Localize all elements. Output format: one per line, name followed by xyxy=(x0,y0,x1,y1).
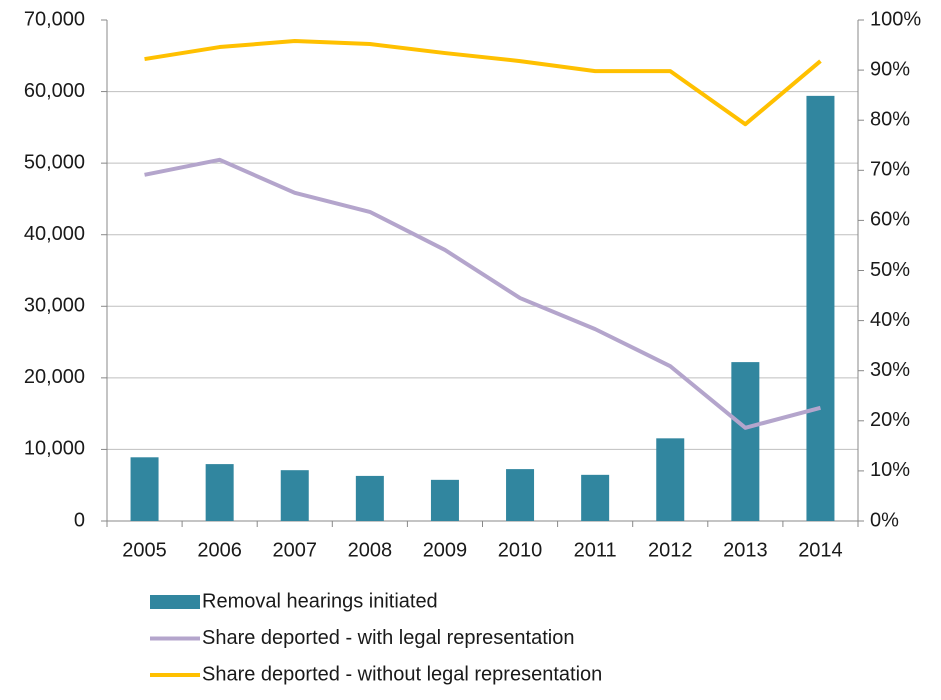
x-tick-label: 2011 xyxy=(574,539,617,561)
y-tick-label: 70,000 xyxy=(24,8,85,30)
line xyxy=(144,157,821,430)
x-tick-label: 2014 xyxy=(798,539,843,561)
legend-swatch xyxy=(150,595,200,609)
y2-tick-label: 40% xyxy=(870,309,910,331)
legend-label: Share deported - without legal represent… xyxy=(202,663,602,685)
bar xyxy=(506,469,535,521)
x-tick-label: 2010 xyxy=(498,539,543,561)
y2-tick-label: 30% xyxy=(870,359,910,381)
y2-tick-label: 0% xyxy=(870,509,899,531)
y-tick-label: 50,000 xyxy=(24,151,85,173)
x-tick-label: 2005 xyxy=(122,539,167,561)
y-tick-label: 60,000 xyxy=(24,80,85,102)
y2-tick-label: 20% xyxy=(870,409,910,431)
x-tick-label: 2012 xyxy=(648,539,693,561)
line xyxy=(144,39,822,127)
y2-tick-label: 50% xyxy=(870,259,910,281)
y2-tick-label: 10% xyxy=(870,459,910,481)
y2-tick-label: 60% xyxy=(870,209,910,231)
bar xyxy=(280,470,309,521)
bar xyxy=(656,438,685,521)
legend-label: Share deported - with legal representati… xyxy=(202,627,574,649)
y-tick-label: 40,000 xyxy=(24,223,85,245)
x-tick-label: 2009 xyxy=(423,539,468,561)
bar xyxy=(130,457,159,521)
y2-tick-label: 90% xyxy=(870,58,910,80)
bar xyxy=(581,474,610,521)
bar xyxy=(806,95,835,521)
bar xyxy=(731,362,760,521)
x-tick-label: 2013 xyxy=(723,539,768,561)
bar xyxy=(430,479,459,521)
x-tick-label: 2007 xyxy=(273,539,318,561)
y-tick-label: 10,000 xyxy=(24,438,85,460)
bar xyxy=(205,464,234,521)
bar xyxy=(355,475,384,521)
y-tick-label: 20,000 xyxy=(24,366,85,388)
y2-tick-label: 70% xyxy=(870,159,910,181)
x-tick-label: 2006 xyxy=(197,539,242,561)
y-tick-label: 30,000 xyxy=(24,295,85,317)
y2-tick-label: 100% xyxy=(870,8,921,30)
legend-label: Removal hearings initiated xyxy=(202,590,438,612)
y2-tick-label: 80% xyxy=(870,108,910,130)
y-tick-label: 0 xyxy=(74,509,85,531)
x-tick-label: 2008 xyxy=(348,539,393,561)
